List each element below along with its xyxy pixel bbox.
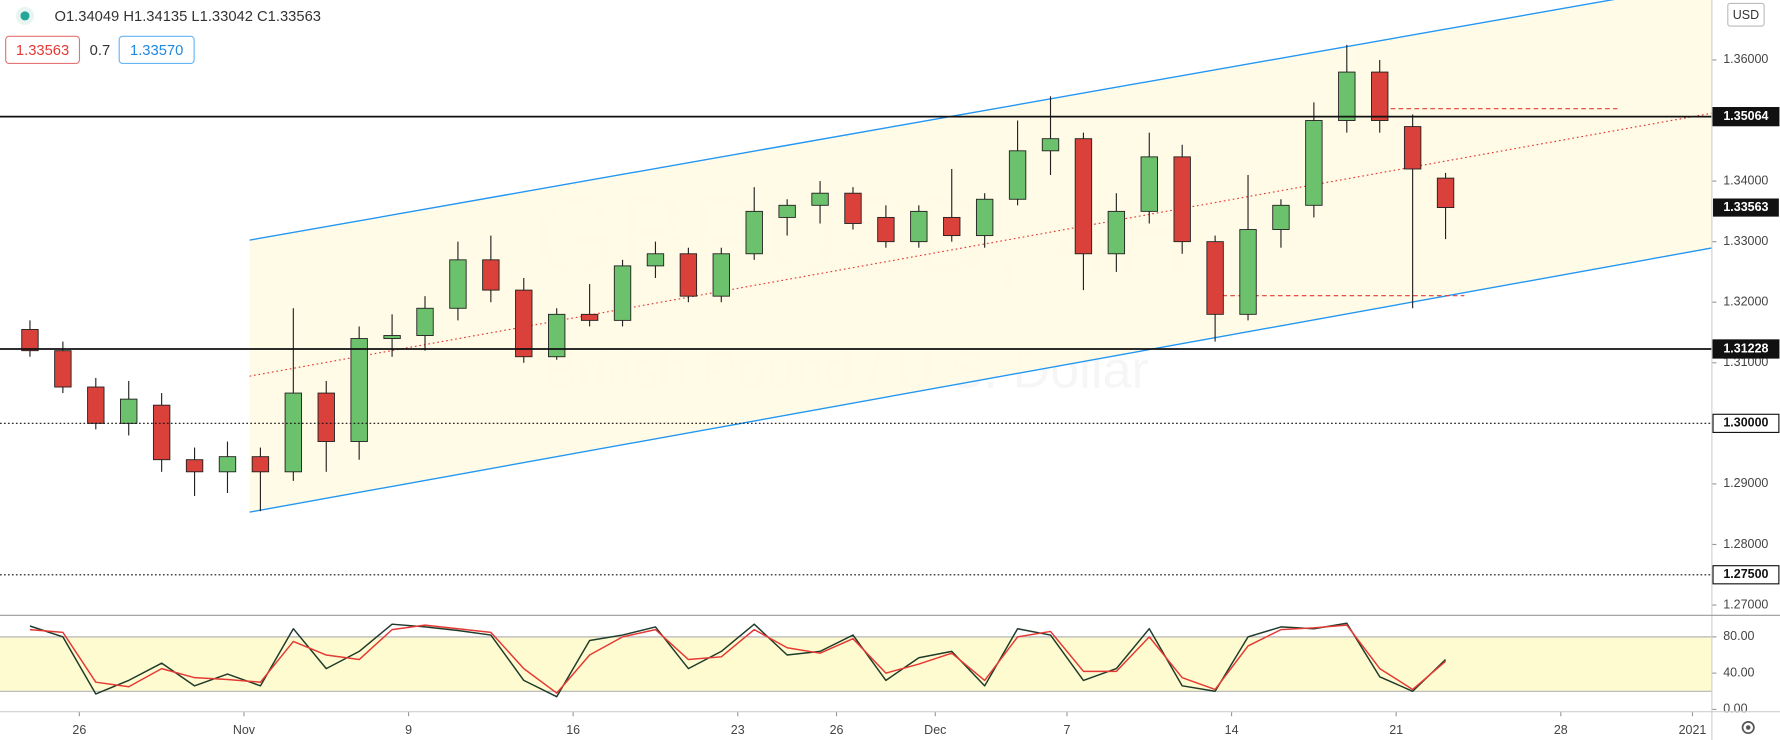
candle-body xyxy=(613,265,632,321)
settings-icon[interactable] xyxy=(1741,721,1755,735)
oscillator-band xyxy=(0,636,1712,692)
candle-body xyxy=(1272,204,1290,230)
spread: 0.7 xyxy=(90,43,111,59)
level-label-box xyxy=(1712,339,1780,359)
candle-body xyxy=(811,192,829,206)
last-price-box xyxy=(1713,198,1779,217)
channel-upper xyxy=(249,0,1615,241)
candle-body xyxy=(1107,210,1126,255)
x-tick-label: 21 xyxy=(1389,723,1403,737)
candle-body xyxy=(284,392,303,473)
oscillator-tick-label: 80.00 xyxy=(1723,629,1754,643)
x-tick-label: 14 xyxy=(1225,723,1239,737)
x-tick-label: 2021 xyxy=(1679,723,1707,737)
x-tick-label: 26 xyxy=(830,723,844,737)
candle-body xyxy=(185,459,204,473)
ask-price: 1.33570 xyxy=(130,43,183,59)
x-tick-label: 23 xyxy=(731,723,745,737)
candle-body xyxy=(548,313,566,358)
bid-price: 1.33563 xyxy=(16,43,69,59)
candle-body xyxy=(1403,126,1422,170)
level-label-box xyxy=(1712,107,1780,127)
candle-body xyxy=(21,329,39,352)
candle-body xyxy=(1041,138,1060,152)
last-price-label: 1.33563 xyxy=(1723,200,1768,214)
y-tick-label: 1.33000 xyxy=(1723,234,1768,248)
candle-body xyxy=(350,338,368,442)
level-label: 1.30000 xyxy=(1723,416,1768,430)
currency-button[interactable] xyxy=(1727,2,1765,27)
candle-body xyxy=(580,313,599,321)
y-tick-label: 1.28000 xyxy=(1723,537,1768,551)
level-label-box xyxy=(1712,413,1780,433)
level-label: 1.31228 xyxy=(1723,341,1768,355)
x-tick-label: 16 xyxy=(566,723,580,737)
candle-body xyxy=(679,253,698,297)
candle-body xyxy=(1239,229,1257,315)
candle-body xyxy=(317,392,335,442)
candle-body xyxy=(515,289,533,358)
candle-body xyxy=(1008,150,1027,200)
candle-body xyxy=(1206,241,1224,315)
channel-lower xyxy=(249,247,1713,513)
candle-body xyxy=(844,192,862,224)
candle-body xyxy=(218,456,237,473)
candle-body xyxy=(1371,71,1389,121)
candle-body xyxy=(87,386,105,424)
symbol-icon-dot xyxy=(20,11,30,21)
y-tick-label: 1.36000 xyxy=(1723,52,1768,66)
oscillator-tick-label: 0.00 xyxy=(1723,702,1747,716)
x-tick-label: 9 xyxy=(405,723,412,737)
candle-body xyxy=(712,253,730,297)
candle-body xyxy=(449,259,467,309)
candle-body xyxy=(1305,120,1323,206)
candle-body xyxy=(646,253,665,267)
candle-body xyxy=(1074,138,1093,255)
candle-body xyxy=(383,335,401,340)
y-tick-label: 1.27000 xyxy=(1723,597,1768,611)
x-tick-label: Nov xyxy=(233,723,256,737)
candle-body xyxy=(1338,71,1356,121)
oscillator-line xyxy=(29,624,1447,694)
candle-body xyxy=(910,210,928,243)
candle-body xyxy=(1436,177,1455,209)
candle-body xyxy=(1140,156,1158,212)
sell-button[interactable] xyxy=(5,35,81,65)
currency: USD xyxy=(1733,8,1759,22)
candle-body xyxy=(416,307,434,336)
y-tick-label: 1.34000 xyxy=(1723,173,1768,187)
candle-body xyxy=(120,398,138,424)
candle-body xyxy=(1173,156,1191,243)
x-tick-label: 26 xyxy=(72,723,86,737)
candle-body xyxy=(975,198,994,237)
level-label: 1.27500 xyxy=(1723,567,1768,581)
ohlc-readout: O1.34049 H1.34135 L1.33042 C1.33563 xyxy=(54,9,320,25)
candle-body xyxy=(251,456,270,473)
x-tick-label: 28 xyxy=(1554,723,1568,737)
gear-hub xyxy=(1745,725,1751,730)
y-tick-label: 1.32000 xyxy=(1723,295,1768,309)
level-label: 1.35064 xyxy=(1723,109,1768,123)
candle-body xyxy=(943,216,961,237)
candle-body xyxy=(877,216,895,243)
candle-body xyxy=(152,404,171,461)
candle-body xyxy=(745,210,763,255)
candle-body xyxy=(482,259,500,291)
x-tick-label: Dec xyxy=(924,723,946,737)
candle-body xyxy=(778,204,796,218)
gear xyxy=(1741,721,1755,735)
x-tick-label: 7 xyxy=(1063,723,1070,737)
oscillator-tick-label: 40.00 xyxy=(1723,665,1754,679)
level-label-box xyxy=(1712,565,1780,585)
y-tick-label: 1.29000 xyxy=(1723,476,1768,490)
buy-button[interactable] xyxy=(118,35,195,65)
candle-body xyxy=(54,350,72,388)
